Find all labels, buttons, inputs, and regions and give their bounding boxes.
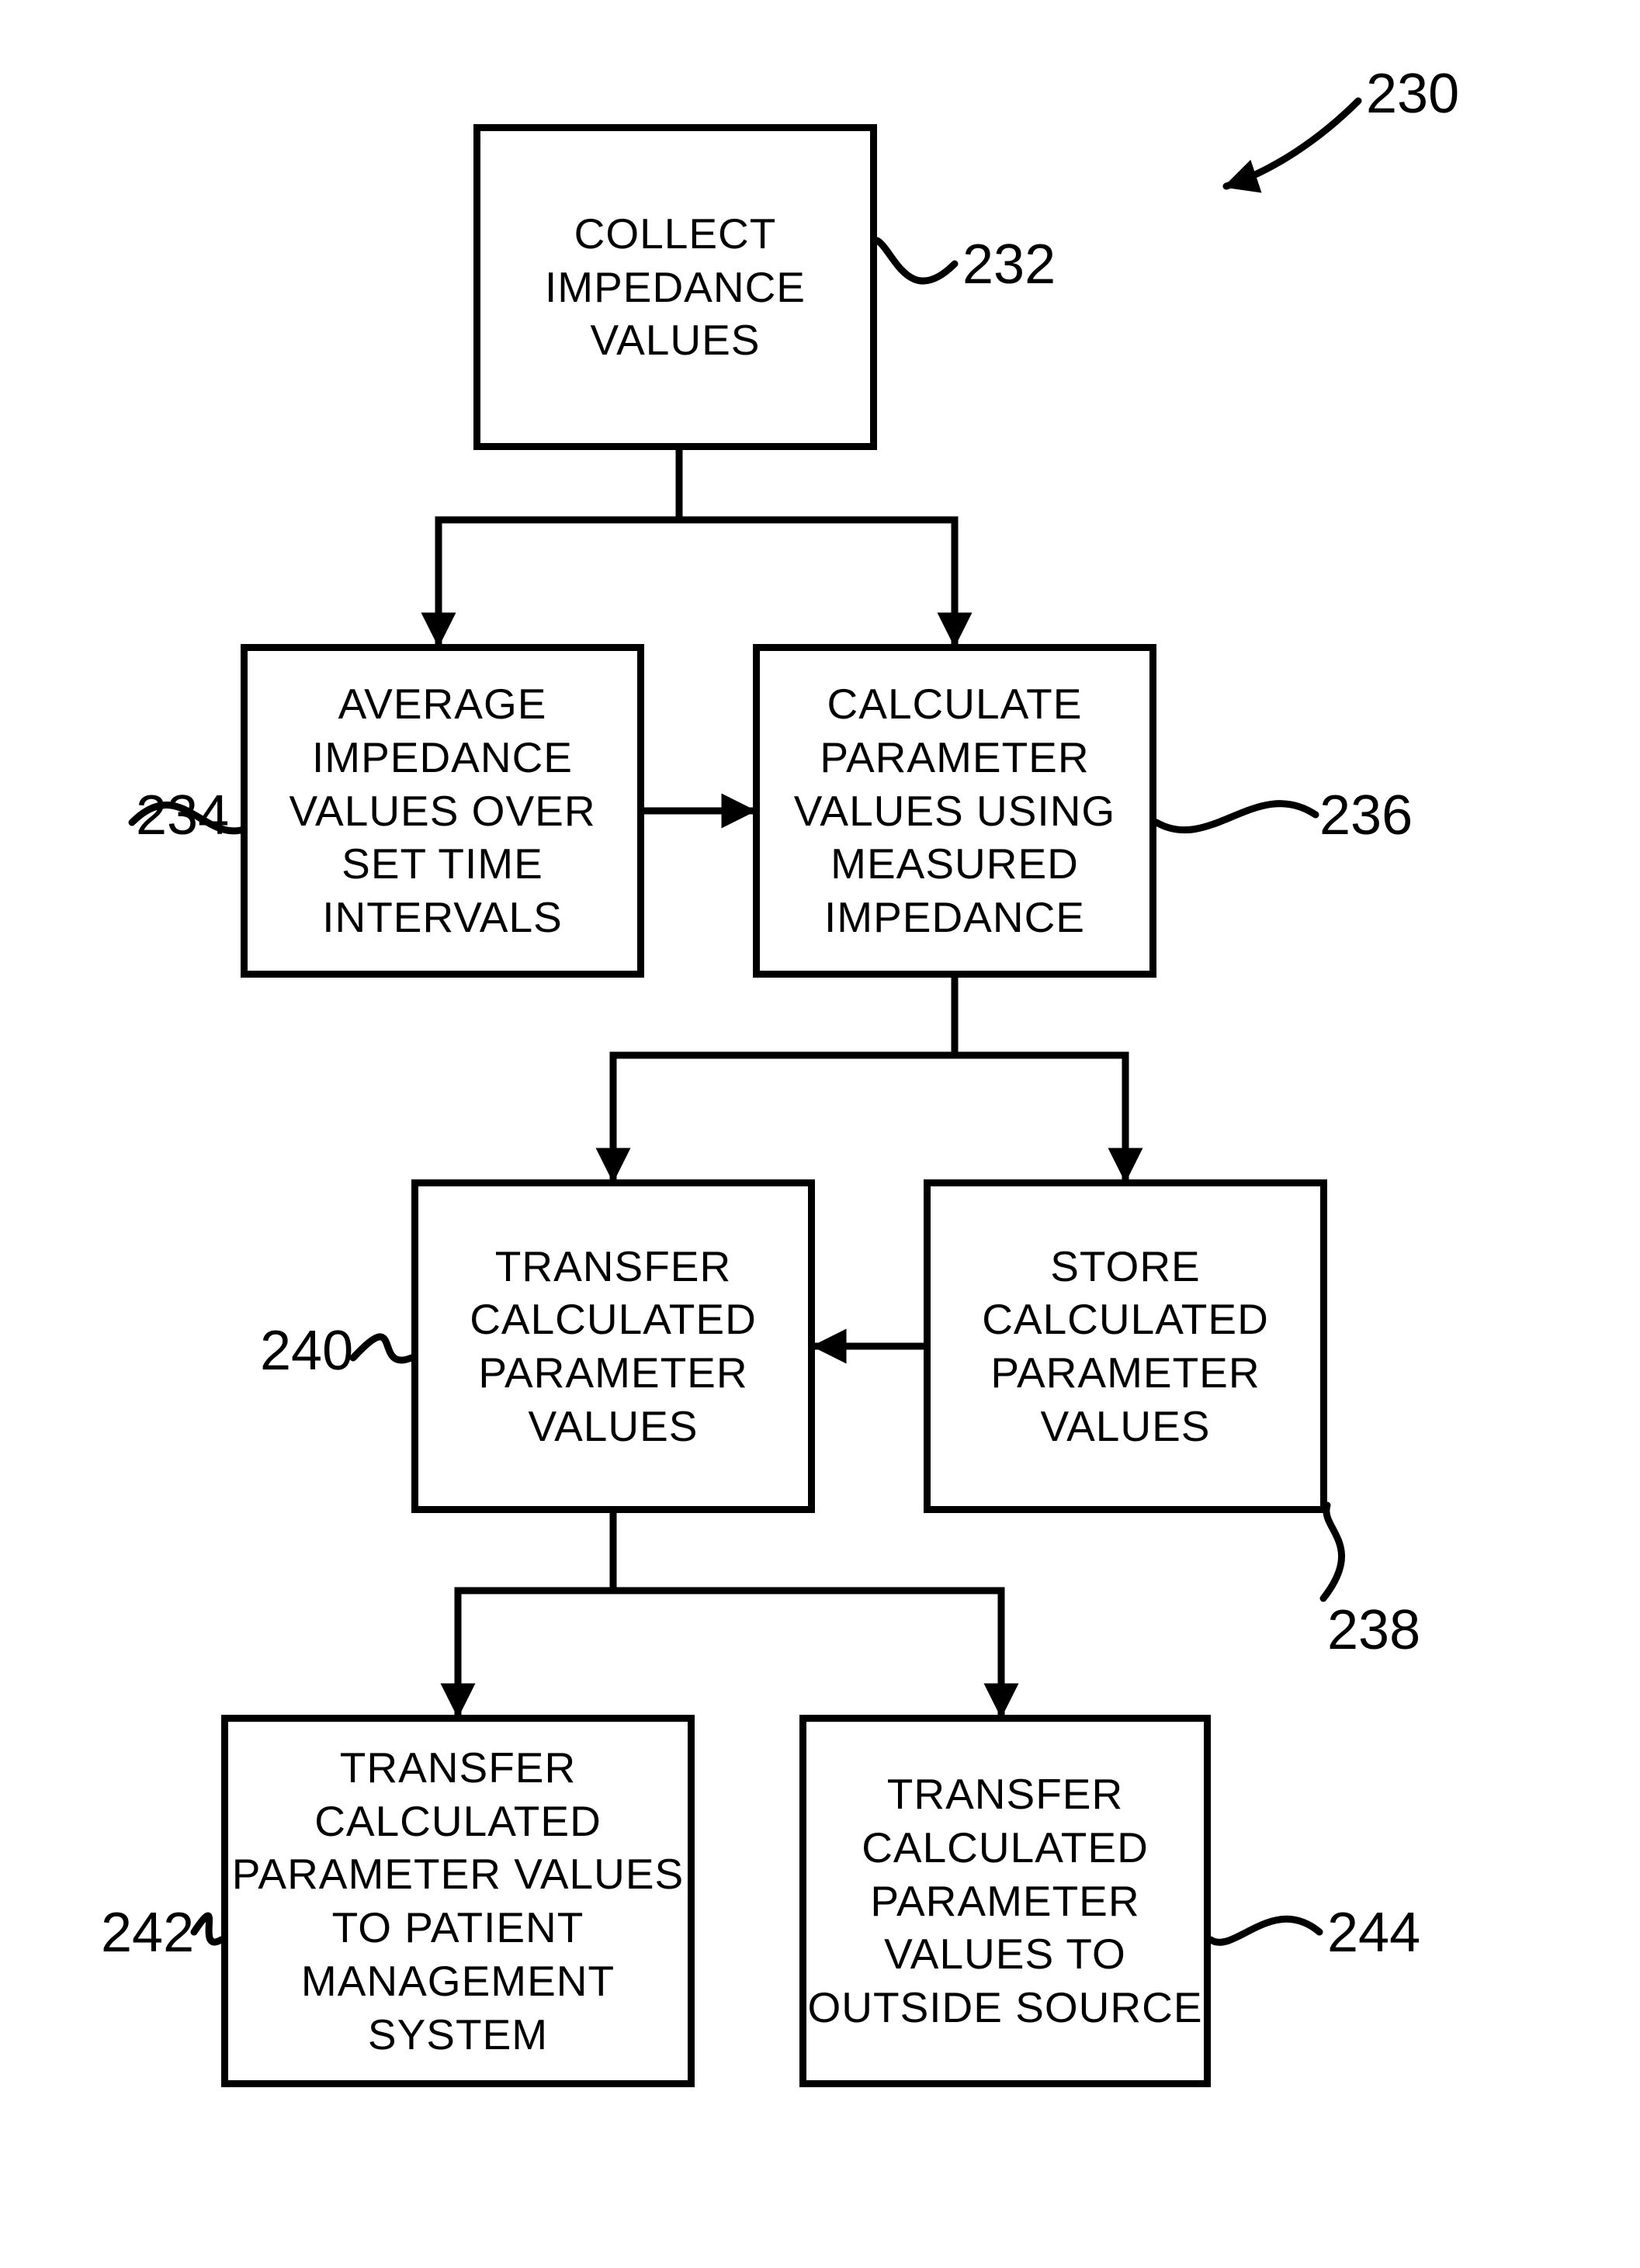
node-to_outside-label: TRANSFER CALCULATED PARAMETER VALUES TO … — [807, 1768, 1202, 2034]
ref-label-n232: 232 — [962, 233, 1056, 296]
flowchart-canvas: COLLECT IMPEDANCE VALUES AVERAGE IMPEDANC… — [0, 0, 1640, 2268]
callout-fig_ref — [1226, 101, 1358, 186]
callout-n232 — [877, 241, 955, 281]
node-store-label: STORE CALCULATED PARAMETER VALUES — [982, 1240, 1269, 1453]
ref-label-n234: 234 — [136, 784, 229, 847]
ref-label-n240: 240 — [260, 1319, 353, 1383]
edge-collect-to-average — [439, 450, 679, 644]
node-collect-label: COLLECT IMPEDANCE VALUES — [545, 207, 806, 367]
ref-label-n238: 238 — [1327, 1598, 1420, 1662]
node-transfer: TRANSFER CALCULATED PARAMETER VALUES — [411, 1179, 815, 1513]
node-to_outside: TRANSFER CALCULATED PARAMETER VALUES TO … — [799, 1715, 1211, 2087]
edge-transfer-to-to_pms — [458, 1513, 613, 1715]
callout-n238 — [1323, 1505, 1342, 1598]
callout-n242 — [194, 1916, 221, 1942]
node-average-label: AVERAGE IMPEDANCE VALUES OVER SET TIME I… — [289, 677, 595, 944]
node-average: AVERAGE IMPEDANCE VALUES OVER SET TIME I… — [241, 644, 644, 978]
node-calculate: CALCULATE PARAMETER VALUES USING MEASURE… — [753, 644, 1156, 978]
ref-label-n244: 244 — [1327, 1901, 1420, 1965]
node-calculate-label: CALCULATE PARAMETER VALUES USING MEASURE… — [794, 677, 1115, 944]
node-store: STORE CALCULATED PARAMETER VALUES — [924, 1179, 1327, 1513]
node-to_pms-label: TRANSFER CALCULATED PARAMETER VALUES TO … — [228, 1741, 688, 2062]
ref-label-n242: 242 — [101, 1901, 194, 1965]
edge-calculate-to-store — [955, 978, 1125, 1179]
edge-calculate-to-transfer — [613, 978, 955, 1179]
callout-n244 — [1211, 1919, 1319, 1942]
node-to_pms: TRANSFER CALCULATED PARAMETER VALUES TO … — [221, 1715, 695, 2087]
edge-transfer-to-to_outside — [613, 1513, 1001, 1715]
ref-label-fig_ref: 230 — [1366, 62, 1459, 126]
ref-label-n236: 236 — [1319, 784, 1413, 847]
node-collect: COLLECT IMPEDANCE VALUES — [473, 124, 877, 450]
callout-n236 — [1156, 804, 1316, 830]
node-transfer-label: TRANSFER CALCULATED PARAMETER VALUES — [470, 1240, 757, 1453]
edge-collect-to-calculate — [679, 450, 955, 644]
callout-n240 — [353, 1337, 411, 1360]
